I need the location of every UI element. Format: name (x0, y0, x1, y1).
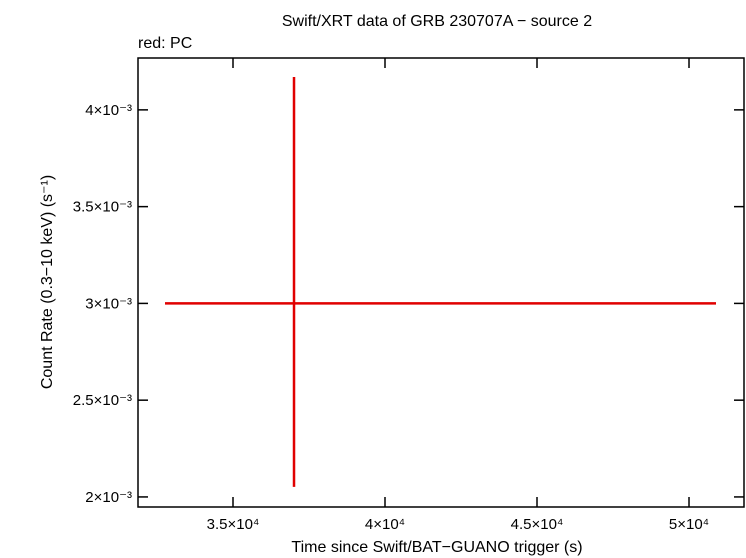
chart-title: Swift/XRT data of GRB 230707A − source 2 (282, 13, 592, 30)
y-axis-label: Count Rate (0.3−10 keV) (s⁻¹) (39, 175, 56, 389)
y-tick-label: 2.5×10⁻³ (73, 392, 132, 409)
x-axis-label: Time since Swift/BAT−GUANO trigger (s) (291, 539, 582, 556)
plot-frame (137, 57, 745, 508)
x-tick-label: 4.5×10⁴ (511, 516, 564, 533)
y-tick-label: 4×10⁻³ (85, 102, 132, 119)
y-tick-label: 3×10⁻³ (85, 295, 132, 312)
y-tick-label: 2×10⁻³ (85, 489, 132, 506)
y-tick-label: 3.5×10⁻³ (73, 199, 132, 216)
legend-note: red: PC (138, 35, 192, 52)
x-tick-label: 4×10⁴ (365, 516, 405, 533)
x-tick-label: 3.5×10⁴ (207, 516, 260, 533)
x-tick-label: 5×10⁴ (669, 516, 709, 533)
